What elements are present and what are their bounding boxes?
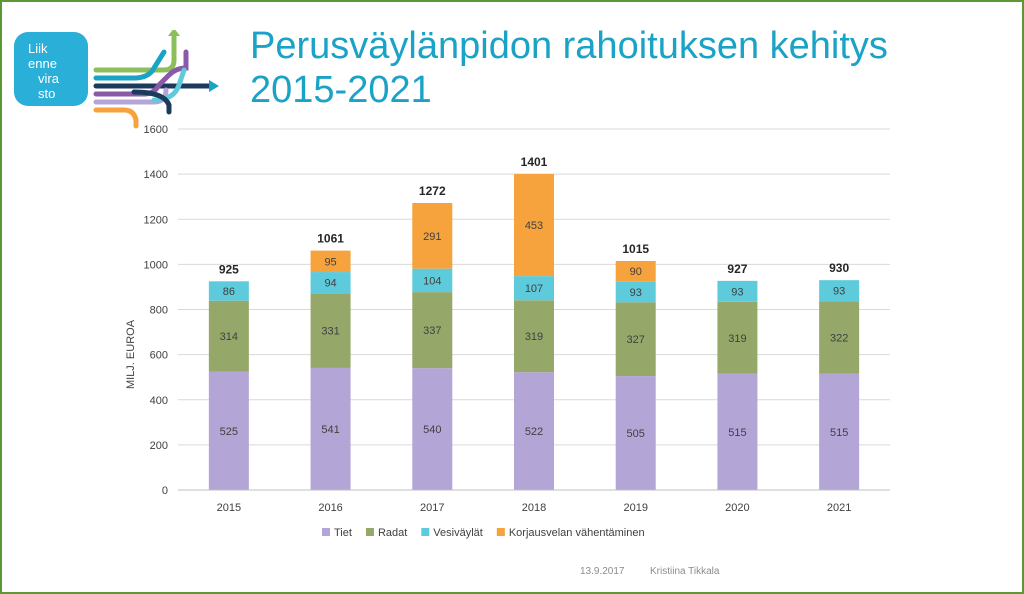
bar-segment xyxy=(514,173,554,277)
logo-line-4: sto xyxy=(38,86,55,101)
legend-label: Radat xyxy=(378,527,407,539)
x-tick-label: 2016 xyxy=(318,502,342,514)
logo-arrows-icon xyxy=(93,33,212,129)
bar-total-label: 925 xyxy=(219,262,239,276)
bar-value-label: 107 xyxy=(525,283,543,295)
bar-value-label: 541 xyxy=(321,424,339,436)
bar-value-label: 331 xyxy=(321,326,339,338)
legend-label: Vesiväylät xyxy=(433,527,483,539)
bar-segment xyxy=(615,260,656,282)
bar-segment xyxy=(615,376,656,490)
x-tick-label: 2018 xyxy=(522,502,546,514)
bar-total-label: 1061 xyxy=(317,232,344,246)
bar-segment xyxy=(412,268,453,293)
bar-segment xyxy=(310,272,351,294)
x-tick-label: 2021 xyxy=(827,502,851,514)
bar-segment xyxy=(514,276,554,301)
y-tick-label: 400 xyxy=(150,395,168,407)
logo-line-2: enne xyxy=(28,56,57,71)
bar-segment xyxy=(310,250,351,273)
bar-segment xyxy=(412,368,453,490)
logo-line-1: Liik xyxy=(28,41,48,56)
x-tick-label: 2020 xyxy=(725,502,749,514)
bar-total-label: 1401 xyxy=(521,155,548,169)
bar-value-label: 522 xyxy=(525,426,543,438)
slide-title: Perusväylänpidon rahoituksen kehitys 201… xyxy=(250,24,990,112)
footer-date: 13.9.2017 xyxy=(580,566,625,577)
bar-value-label: 540 xyxy=(423,424,441,436)
bar-total-label: 930 xyxy=(829,261,849,275)
bar-value-label: 94 xyxy=(324,278,336,290)
logo-arrowhead-up-icon xyxy=(168,30,180,36)
bar-segment xyxy=(412,203,453,269)
bar-value-label: 104 xyxy=(423,275,441,287)
bar-value-label: 314 xyxy=(220,331,238,343)
liikennevirasto-logo: Liik enne vira sto xyxy=(14,30,219,129)
x-tick-label: 2015 xyxy=(217,502,241,514)
bar-segment xyxy=(208,300,249,372)
bar-value-label: 505 xyxy=(627,428,645,440)
bar-segment xyxy=(310,367,351,490)
y-tick-label: 600 xyxy=(150,350,168,362)
bar-value-label: 291 xyxy=(423,231,441,243)
bar-value-label: 90 xyxy=(630,266,642,278)
legend-swatch xyxy=(496,528,505,536)
bar-value-label: 95 xyxy=(324,256,336,268)
bar-segment xyxy=(717,373,758,490)
bar-segment xyxy=(819,301,860,374)
footer-author: Kristiina Tikkala xyxy=(650,566,720,577)
legend-swatch xyxy=(421,528,430,536)
bar-segment xyxy=(208,281,249,301)
bar-value-label: 319 xyxy=(728,333,746,345)
bar-value-label: 322 xyxy=(830,332,848,344)
bar-value-label: 453 xyxy=(525,220,543,232)
x-tick-label: 2019 xyxy=(623,502,647,514)
legend-swatch xyxy=(322,528,330,536)
bar-value-label: 327 xyxy=(627,334,645,346)
bar-value-label: 515 xyxy=(728,427,746,439)
bar-segment xyxy=(717,301,758,374)
y-tick-label: 0 xyxy=(162,485,168,497)
bar-segment xyxy=(310,293,351,368)
y-tick-label: 1000 xyxy=(144,259,168,271)
bar-segment xyxy=(615,302,656,377)
bar-value-label: 337 xyxy=(423,325,441,337)
logo-tile xyxy=(14,32,88,106)
bar-segment xyxy=(615,281,656,303)
y-axis-label: MILJ. EUROA xyxy=(125,319,137,389)
bar-value-label: 93 xyxy=(630,287,642,299)
bar-segment xyxy=(514,300,554,373)
legend-label: Tiet xyxy=(334,527,352,539)
bar-value-label: 525 xyxy=(220,426,238,438)
bar-value-label: 86 xyxy=(223,286,235,298)
bar-value-label: 93 xyxy=(833,286,845,298)
bar-segment xyxy=(819,280,860,302)
y-tick-label: 200 xyxy=(150,440,168,452)
bar-total-label: 1015 xyxy=(622,242,649,256)
bar-total-label: 927 xyxy=(727,262,747,276)
bar-segment xyxy=(717,280,758,302)
bar-segment xyxy=(819,373,860,490)
legend-label: Korjausvelan vähentäminen xyxy=(509,527,645,539)
bar-segment xyxy=(514,372,554,490)
y-tick-label: 1200 xyxy=(144,214,168,226)
bar-value-label: 93 xyxy=(731,286,743,298)
legend-swatch xyxy=(365,528,374,536)
y-tick-label: 1600 xyxy=(144,124,168,136)
x-tick-label: 2017 xyxy=(420,502,444,514)
logo-line-3: vira xyxy=(38,71,60,86)
logo-arrowhead-right-icon xyxy=(209,80,219,92)
y-tick-label: 800 xyxy=(150,305,168,317)
bar-total-label: 1272 xyxy=(419,184,446,198)
bar-segment xyxy=(412,292,453,369)
title-line-1: Perusväylänpidon rahoituksen kehitys xyxy=(250,25,888,67)
y-tick-label: 1400 xyxy=(144,169,168,181)
bar-value-label: 515 xyxy=(830,427,848,439)
bar-segment xyxy=(208,371,249,490)
bar-value-label: 319 xyxy=(525,331,543,343)
title-line-2: 2015-2021 xyxy=(250,69,432,111)
